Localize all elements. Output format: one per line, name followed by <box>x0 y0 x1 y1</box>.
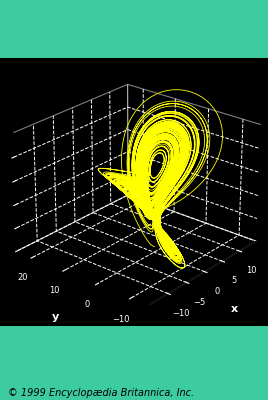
X-axis label: x: x <box>231 304 238 314</box>
Text: © 1999 Encyclopædia Britannica, Inc.: © 1999 Encyclopædia Britannica, Inc. <box>8 388 194 398</box>
Y-axis label: y: y <box>52 312 59 322</box>
